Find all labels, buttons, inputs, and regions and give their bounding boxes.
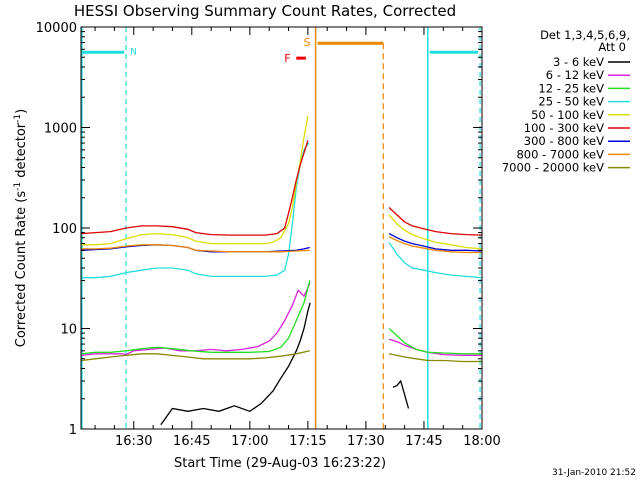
x-tick-label: 17:30 bbox=[347, 434, 384, 449]
y-tick-label: 10000 bbox=[36, 21, 77, 36]
legend-entry-label: 7000 - 20000 keV bbox=[502, 161, 604, 175]
y-tick-label: 1000 bbox=[44, 122, 77, 137]
y-axis-label: Corrected Count Rate (s-1 detector-1) bbox=[13, 109, 29, 347]
series-line bbox=[388, 241, 483, 279]
series-line bbox=[388, 328, 482, 355]
legend-header-detectors: Det 1,3,4,5,6,9, bbox=[540, 28, 630, 42]
legend-header-attenuator: Att 0 bbox=[598, 40, 626, 54]
x-tick-label: 18:00 bbox=[463, 434, 500, 449]
plot-area: N S F bbox=[81, 27, 483, 429]
series-7 bbox=[81, 236, 482, 254]
x-axis-label: Start Time (29-Aug-03 16:23:22) bbox=[174, 456, 386, 471]
series-line bbox=[81, 283, 311, 357]
series-8 bbox=[81, 350, 482, 363]
x-axis: 16:30 16:45 17:00 17:15 17:30 17:45 18:00 bbox=[94, 27, 501, 449]
y-tick-label: 1 bbox=[69, 423, 77, 438]
y-axis: 1 10 100 1000 10000 bbox=[36, 21, 482, 438]
chart-title: HESSI Observing Summary Count Rates, Cor… bbox=[74, 2, 456, 20]
series-line bbox=[392, 379, 410, 409]
series-line bbox=[388, 353, 482, 363]
series-1 bbox=[81, 283, 482, 357]
series-5 bbox=[81, 140, 483, 236]
series-4 bbox=[81, 115, 483, 250]
series-0 bbox=[160, 302, 410, 426]
legend-entry-label: 6 - 12 keV bbox=[546, 68, 604, 82]
series-line bbox=[388, 236, 482, 254]
series-line bbox=[388, 214, 483, 250]
legend-entry-label: 25 - 50 keV bbox=[538, 95, 604, 109]
legend-entry-label: 12 - 25 keV bbox=[538, 81, 604, 95]
y-tick-label: 10 bbox=[60, 323, 77, 338]
series-line bbox=[81, 140, 309, 236]
series-line bbox=[81, 142, 310, 279]
legend-entry-label: 50 - 100 keV bbox=[531, 108, 604, 122]
series-3 bbox=[81, 142, 483, 279]
series-2 bbox=[81, 280, 482, 355]
legend-entry-label: 800 - 7000 keV bbox=[516, 147, 604, 161]
series-line bbox=[81, 350, 310, 362]
legend-entry-label: 300 - 800 keV bbox=[524, 134, 604, 148]
saa-label: S bbox=[304, 36, 311, 49]
flare-label: F bbox=[284, 52, 290, 65]
night-label: N bbox=[130, 47, 137, 57]
series-line bbox=[81, 280, 311, 355]
series-line bbox=[81, 244, 310, 253]
x-tick-label: 16:30 bbox=[115, 434, 152, 449]
series-line bbox=[81, 115, 309, 246]
x-tick-label: 17:00 bbox=[231, 434, 268, 449]
x-tick-label: 17:15 bbox=[289, 434, 326, 449]
series-line bbox=[388, 207, 483, 236]
series-line bbox=[160, 302, 311, 426]
x-tick-label: 17:45 bbox=[405, 434, 442, 449]
x-tick-label: 16:45 bbox=[173, 434, 210, 449]
date-stamp: 31-Jan-2010 21:52 bbox=[552, 468, 636, 478]
series-line bbox=[388, 233, 483, 252]
y-tick-label: 100 bbox=[52, 222, 77, 237]
legend-entry-label: 100 - 300 keV bbox=[524, 121, 604, 135]
legend-entry-label: 3 - 6 keV bbox=[553, 55, 604, 69]
